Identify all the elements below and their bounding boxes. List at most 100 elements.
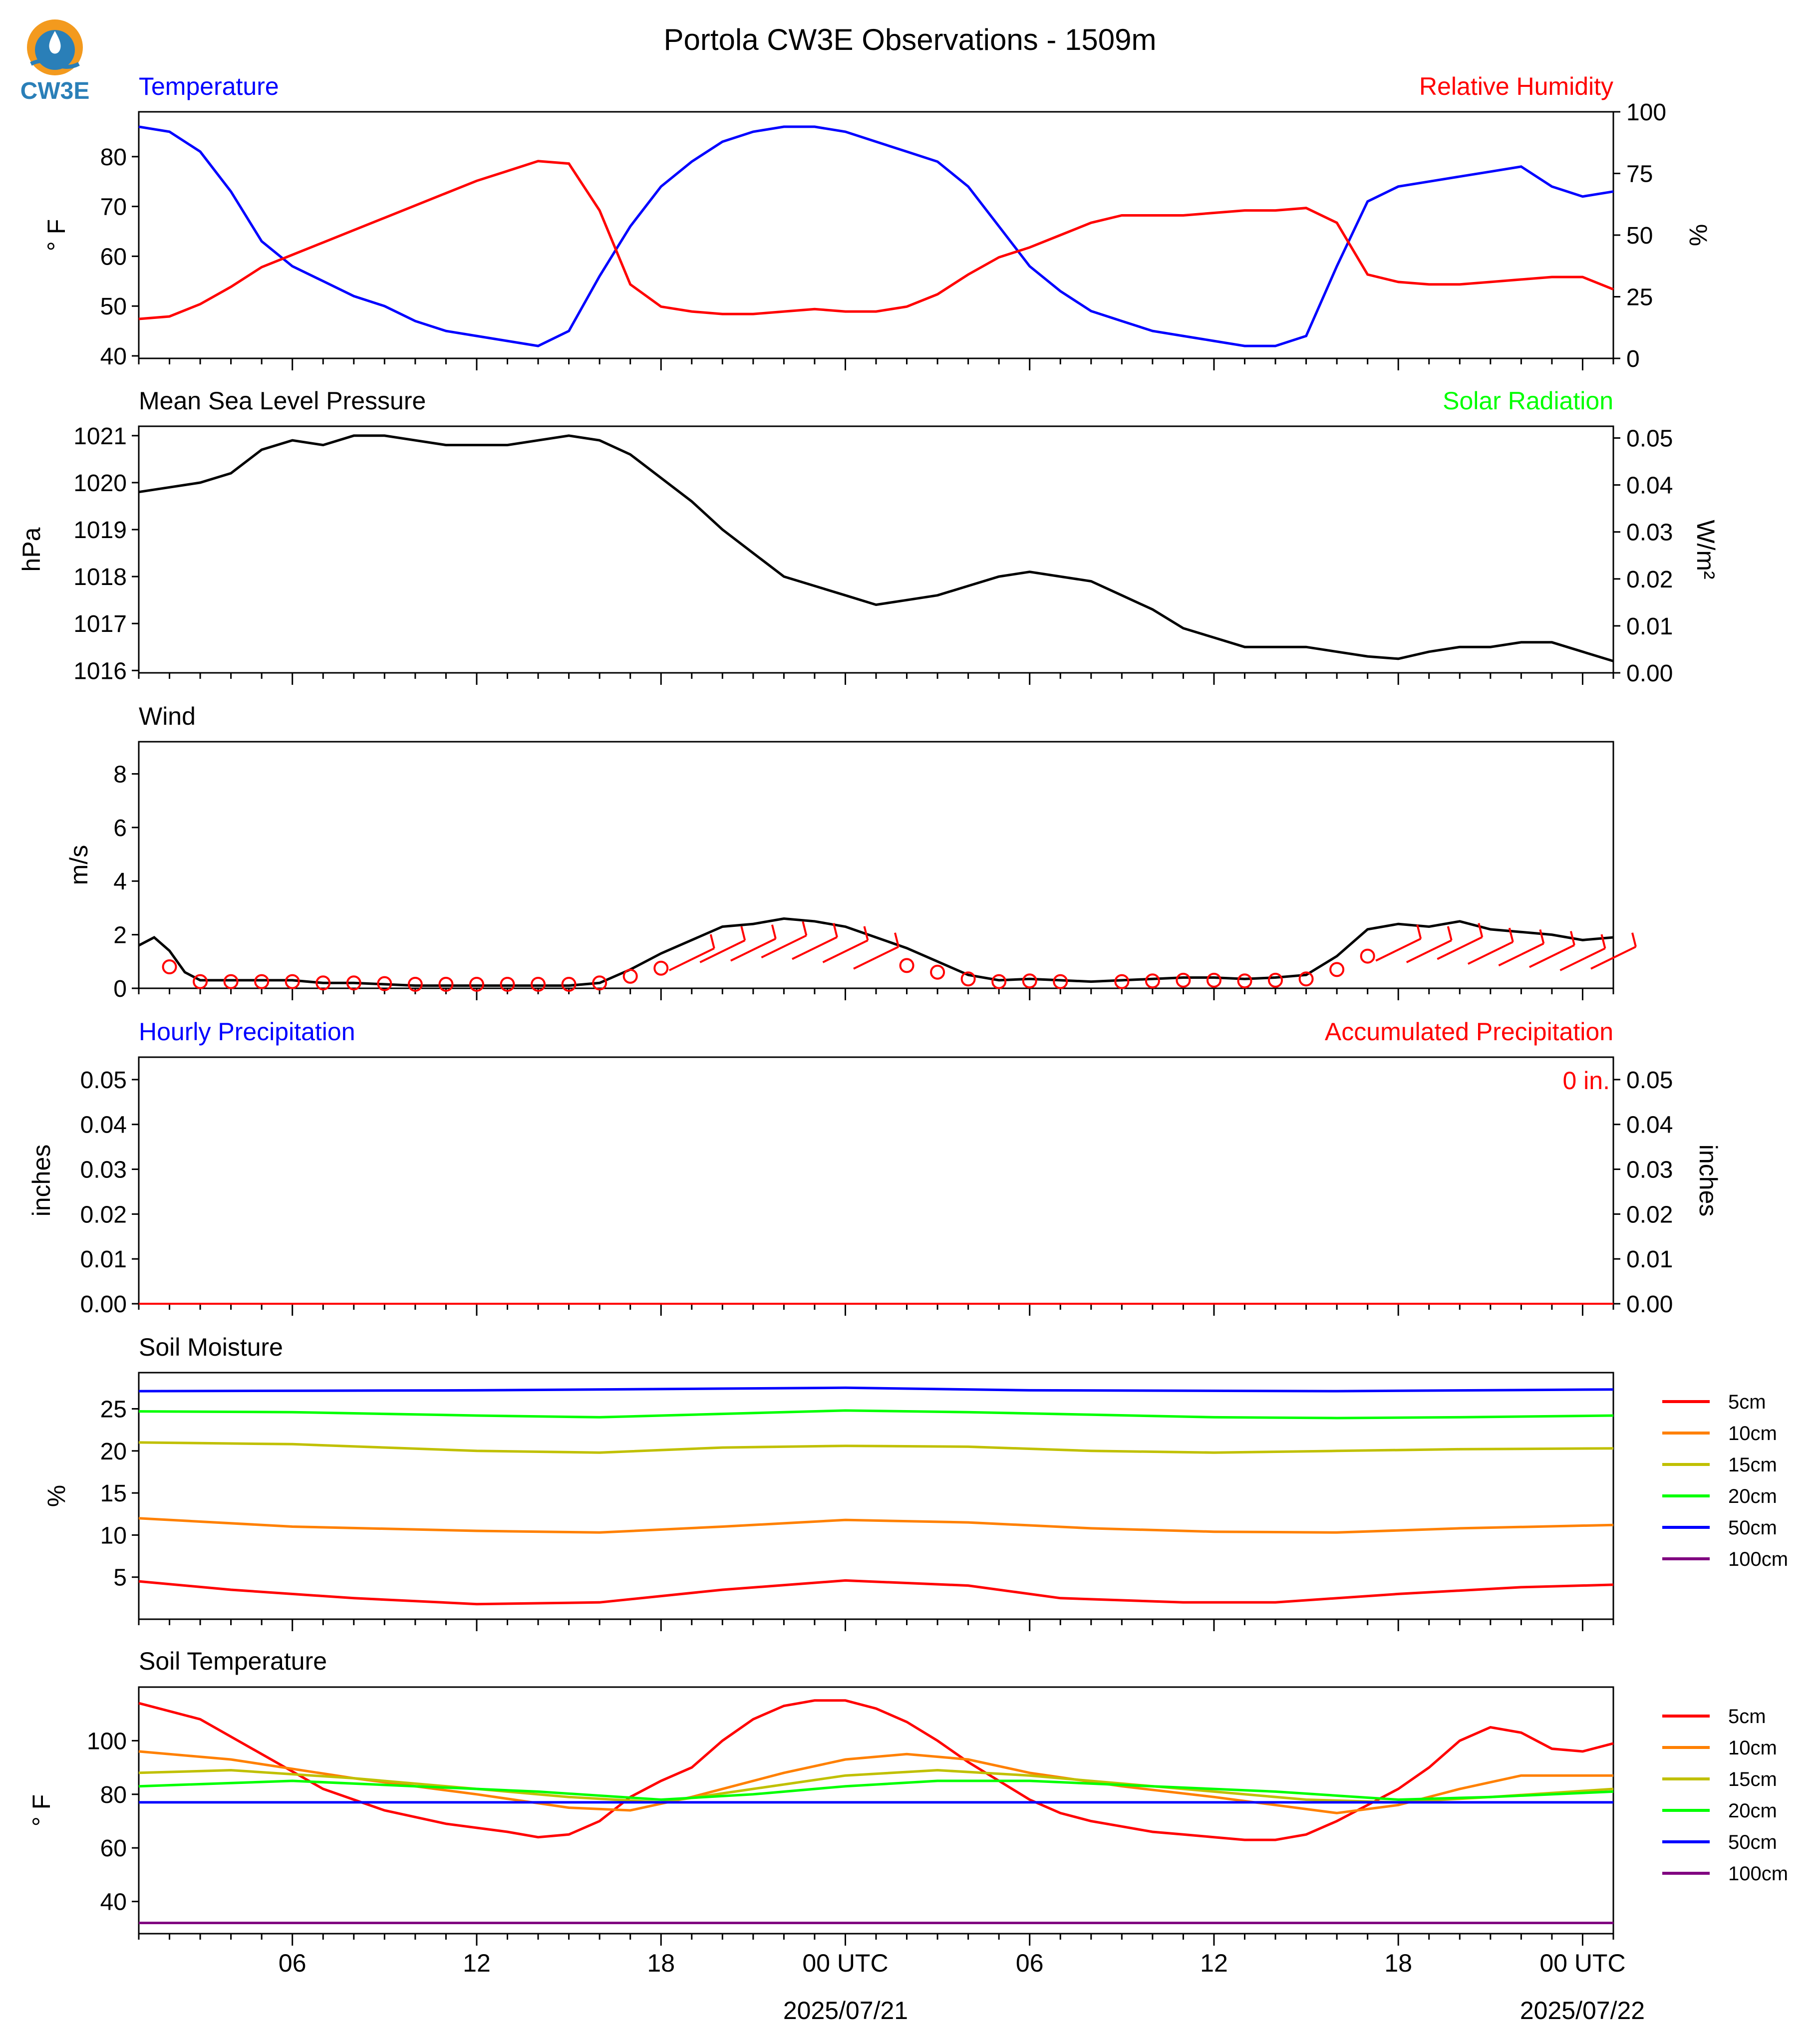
pressure-line — [138, 434, 1614, 662]
legend-label-100cm: 100cm — [1728, 1548, 1788, 1570]
right-tick-label: 0.00 — [1626, 660, 1673, 687]
left-tick-label: 1020 — [73, 470, 127, 497]
wind-barb-flag — [709, 934, 715, 949]
wind-barb-shaft — [668, 947, 715, 971]
legend-label-10cm: 10cm — [1728, 1737, 1777, 1759]
left-tick-label: 0 — [113, 976, 127, 1002]
wind-barb-flag — [1478, 922, 1484, 937]
right-tick-label: 0.04 — [1626, 1112, 1673, 1139]
wind-barb-flag — [1416, 924, 1422, 939]
left-tick-label: 5 — [113, 1565, 127, 1591]
calm-wind-circle — [592, 975, 607, 991]
calm-wind-circle — [1298, 971, 1314, 987]
soil-temp-ylabel: ° F — [27, 1794, 55, 1826]
calm-wind-circle — [377, 976, 392, 991]
right-tick-label: 50 — [1626, 223, 1653, 249]
humidity-title: Relative Humidity — [1419, 72, 1613, 100]
time-tick-label: 00 UTC — [802, 1949, 888, 1977]
left-tick-label: 40 — [100, 343, 127, 370]
calm-wind-circle — [223, 974, 239, 989]
right-tick-label: 0.01 — [1626, 1246, 1673, 1273]
calm-wind-circle — [500, 976, 515, 992]
wind-barb-shaft — [761, 934, 807, 959]
soil-temp-time-ticks — [138, 1934, 1614, 1946]
right-tick-label: 0.04 — [1626, 473, 1673, 499]
wind-barb-shaft — [1498, 942, 1544, 967]
legend-label-50cm: 50cm — [1728, 1831, 1777, 1853]
wind-barb-flag — [1447, 926, 1453, 941]
left-tick-label: 50 — [100, 293, 127, 320]
panel-soil-moisture: Soil Moisture 5 10 15 20 25 % 5cm 10cm 15cm 20c… — [42, 1333, 1788, 1631]
left-tick-label: 1018 — [73, 564, 127, 590]
time-axis-labels: 06 12 18 00 UTC 06 12 18 00 UTC — [279, 1949, 1626, 1977]
left-tick-label: 0.05 — [80, 1067, 127, 1094]
wind-barb-shaft — [1437, 936, 1483, 960]
panel-soil-temperature: Soil Temperature 40 60 80 100 ° F 5cm 10cm 15… — [27, 1647, 1788, 2025]
wind-barb-flag — [771, 924, 777, 939]
pressure-time-ticks — [138, 673, 1614, 685]
wind-barb-shaft — [792, 936, 838, 960]
left-tick-label: 6 — [113, 815, 127, 842]
legend-label-10cm: 10cm — [1728, 1423, 1777, 1445]
left-tick-label: 1021 — [73, 423, 127, 450]
wind-barb-flag — [863, 926, 869, 941]
wind-barb-flag — [802, 921, 808, 936]
logo-text: CW3E — [20, 78, 90, 104]
sm-15cm-line — [138, 1441, 1614, 1454]
calm-wind-circle — [469, 976, 484, 992]
calm-wind-circle — [930, 964, 945, 980]
precip-left-axis: 0.00 0.01 0.02 0.03 0.04 0.05 — [80, 1067, 139, 1318]
temperature-line — [138, 125, 1614, 347]
panel-wind: Wind 0 2 4 6 8 m/s — [65, 702, 1637, 1002]
precip-right-axis: 0.00 0.01 0.02 0.03 0.04 0.05 — [1613, 1067, 1673, 1318]
wind-title: Wind — [139, 702, 196, 730]
wind-time-ticks — [138, 988, 1614, 1000]
accum-precip-value: 0 in. — [1562, 1067, 1610, 1095]
left-tick-label: 15 — [100, 1480, 127, 1507]
wind-frame — [138, 741, 1614, 989]
right-tick-label: 0.02 — [1626, 1201, 1673, 1228]
calm-wind-circle — [285, 974, 300, 989]
panel-precipitation: Hourly Precipitation Accumulated Precipi… — [27, 1018, 1722, 1318]
calm-wind-circle — [1022, 973, 1037, 989]
soil-moisture-time-ticks — [138, 1619, 1614, 1631]
logo-drop-icon — [49, 31, 61, 54]
left-tick-label: 0.04 — [80, 1112, 127, 1139]
left-tick-label: 0.02 — [80, 1201, 127, 1228]
rh-ylabel: % — [1684, 224, 1712, 246]
calm-wind-circle — [1360, 948, 1375, 964]
right-tick-label: 0.03 — [1626, 1157, 1673, 1183]
soil-moisture-ylabel: % — [42, 1485, 70, 1507]
legend-label-100cm: 100cm — [1728, 1863, 1788, 1885]
pressure-left-axis: 1016 1017 1018 1019 1020 1021 — [73, 423, 139, 684]
date-label-0722: 2025/07/22 — [1520, 1997, 1645, 2025]
wind-barb-flag — [832, 922, 838, 937]
wind-barb-flag — [894, 932, 900, 947]
pressure-ylabel: hPa — [17, 527, 45, 572]
precip-frame — [138, 1056, 1614, 1305]
calm-wind-circle — [622, 968, 638, 984]
panel-pressure-solar: Mean Sea Level Pressure Solar Radiation … — [17, 387, 1720, 687]
legend-label-15cm: 15cm — [1728, 1768, 1777, 1790]
wind-barb-shaft — [822, 939, 869, 963]
pressure-frame — [138, 425, 1614, 674]
temp-rh-time-ticks — [138, 358, 1614, 370]
st-10cm-line — [138, 1750, 1613, 1814]
st-5cm-line — [138, 1699, 1614, 1841]
time-tick-label: 06 — [279, 1949, 306, 1977]
wind-barb-flag — [1539, 929, 1545, 944]
soil-temp-left-axis: 40 60 80 100 — [87, 1728, 139, 1916]
time-tick-label: 18 — [1384, 1949, 1412, 1977]
right-tick-label: 0 — [1626, 346, 1640, 372]
right-tick-label: 75 — [1626, 161, 1653, 188]
time-tick-label: 12 — [1200, 1949, 1228, 1977]
wind-barb-shaft — [1375, 937, 1422, 962]
calm-wind-circle — [1053, 974, 1068, 989]
hourly-precip-title: Hourly Precipitation — [139, 1018, 355, 1046]
sm-20cm-line — [138, 1409, 1614, 1420]
temperature-title: Temperature — [139, 72, 279, 100]
wind-barbs — [162, 921, 1637, 992]
wind-ylabel: m/s — [65, 845, 93, 885]
legend-label-15cm: 15cm — [1728, 1454, 1777, 1476]
